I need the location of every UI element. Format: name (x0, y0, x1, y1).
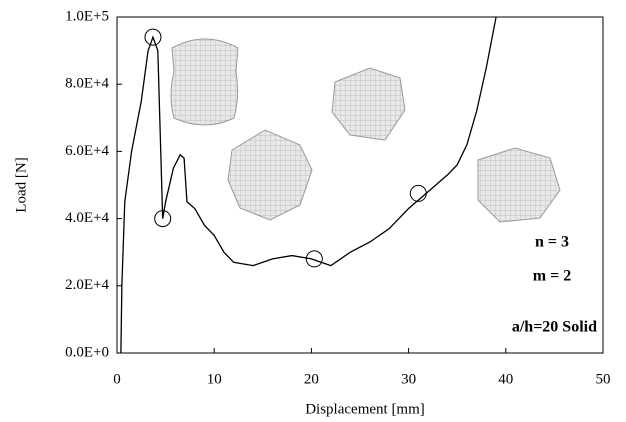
x-tick-label: 20 (304, 371, 319, 387)
y-tick-label: 8.0E+4 (65, 76, 109, 92)
shape-collapse-2 (331, 67, 406, 141)
highlight-marker (305, 250, 323, 268)
deformed-shapes (170, 38, 561, 223)
y-tick-label: 4.0E+4 (65, 210, 109, 226)
x-tick-label: 0 (113, 371, 121, 387)
plot-frame (116, 16, 604, 354)
highlight-marker (409, 184, 427, 202)
y-tick-label: 1.0E+5 (65, 8, 109, 24)
shape-cylinder (170, 38, 239, 126)
x-axis-label: Displacement [mm] (305, 401, 425, 417)
annotation: a/h=20 Solid (512, 319, 597, 336)
y-tick-label: 2.0E+4 (65, 277, 109, 293)
annotation: m = 2 (533, 268, 571, 285)
y-axis-label: Load [N] (13, 157, 29, 212)
shape-collapse-3 (477, 147, 561, 223)
y-tick-label: 0.0E+0 (65, 344, 109, 360)
shape-collapse-1 (227, 129, 313, 221)
highlight-marker (144, 28, 162, 46)
x-tick-label: 50 (596, 371, 611, 387)
x-tick-label: 30 (401, 371, 416, 387)
annotation: n = 3 (535, 234, 569, 251)
highlight-marker (154, 210, 172, 228)
x-tick-label: 10 (207, 371, 222, 387)
load-curve (120, 16, 497, 354)
y-tick-label: 6.0E+4 (65, 143, 109, 159)
x-tick-label: 40 (498, 371, 513, 387)
